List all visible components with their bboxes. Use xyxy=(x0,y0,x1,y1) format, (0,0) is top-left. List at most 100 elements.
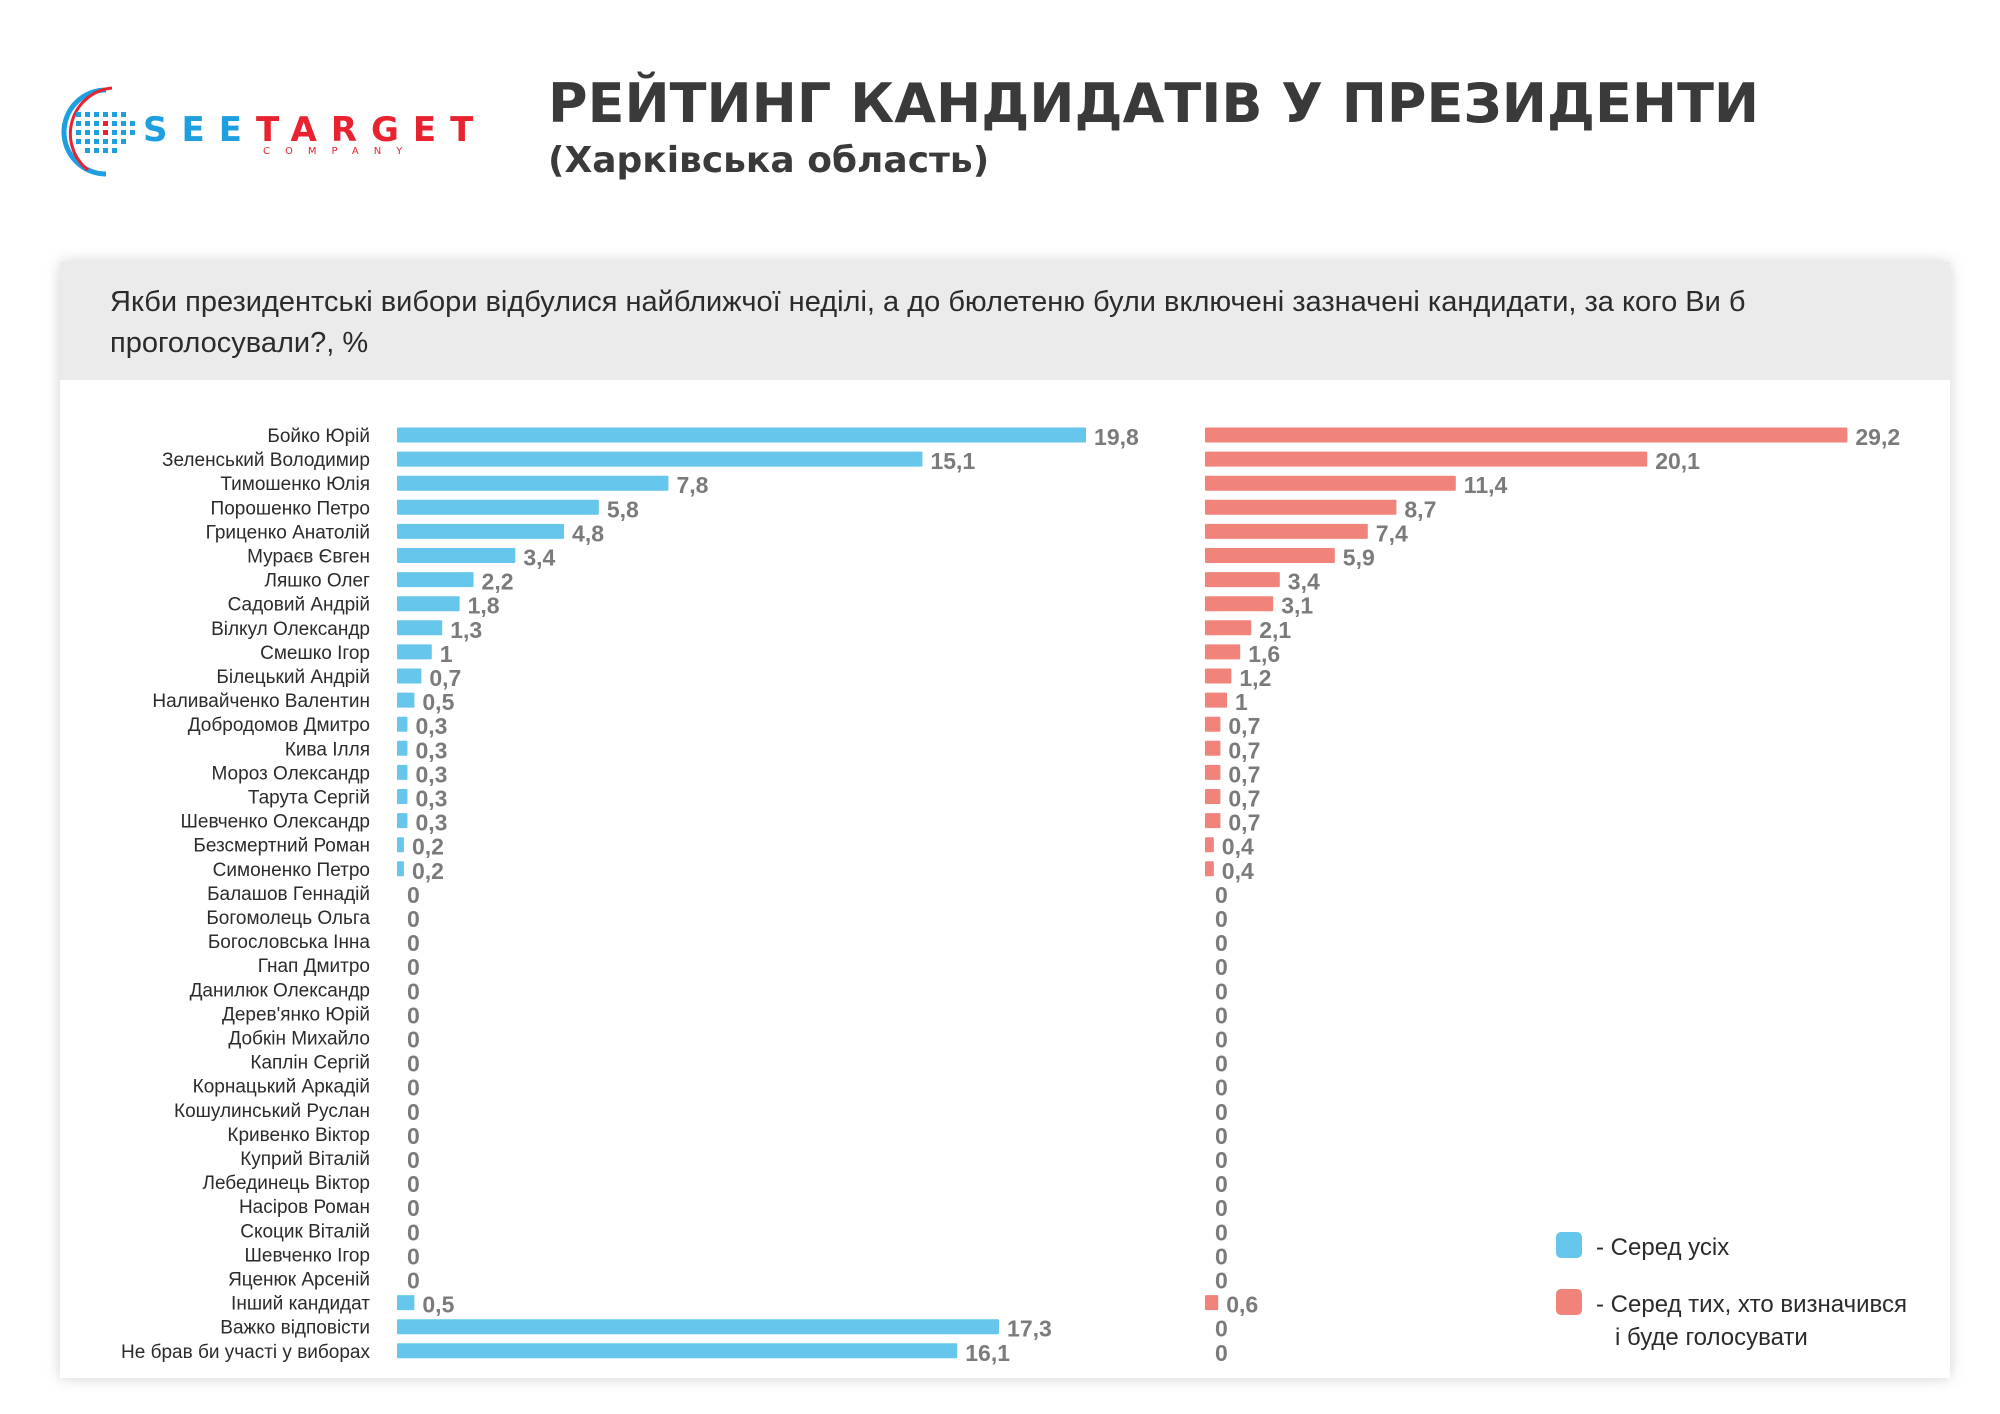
category-label: Кривенко Віктор xyxy=(227,1125,370,1146)
category-label: Ляшко Олег xyxy=(264,571,370,592)
bar-decided xyxy=(1205,596,1274,612)
legend-label-decided-line1: - Серед тих, хто визначився xyxy=(1596,1291,1907,1318)
legend-swatch-all xyxy=(1556,1232,1582,1258)
category-label: Тимошенко Юлія xyxy=(220,474,370,495)
category-label: Добкін Михайло xyxy=(228,1029,370,1050)
category-label: Яценюк Арсеній xyxy=(228,1270,370,1291)
bar-decided xyxy=(1205,668,1232,684)
value-label-all: 17,3 xyxy=(1007,1316,1052,1342)
value-label-all: 0,2 xyxy=(412,834,444,860)
value-label-decided: 0 xyxy=(1215,978,1228,1004)
value-label-all: 0 xyxy=(407,882,420,908)
value-label-decided: 8,7 xyxy=(1404,496,1436,522)
bar-decided xyxy=(1205,620,1252,636)
value-label-decided: 0 xyxy=(1215,1123,1228,1149)
bar-decided xyxy=(1205,716,1221,732)
value-label-decided: 2,1 xyxy=(1259,617,1291,643)
page-subtitle: (Харківська область) xyxy=(548,140,990,181)
bar-all xyxy=(397,692,415,708)
value-label-decided: 0 xyxy=(1215,930,1228,956)
value-label-decided: 0 xyxy=(1215,882,1228,908)
category-label: Кошулинський Руслан xyxy=(174,1101,370,1122)
value-label-decided: 0 xyxy=(1215,1268,1228,1294)
bar-decided xyxy=(1205,692,1227,708)
category-label: Симоненко Петро xyxy=(213,860,370,881)
bar-all xyxy=(397,837,404,853)
value-label-decided: 0,7 xyxy=(1228,713,1260,739)
value-label-all: 0,3 xyxy=(415,713,447,739)
category-label: Кива Ілля xyxy=(285,739,370,760)
value-label-all: 0 xyxy=(407,1075,420,1101)
bar-decided xyxy=(1205,740,1221,756)
bar-all xyxy=(397,789,408,804)
category-label: Шевченко Ігор xyxy=(245,1245,370,1266)
value-label-decided: 0,6 xyxy=(1226,1292,1258,1318)
value-label-decided: 0 xyxy=(1215,1027,1228,1053)
category-label: Зеленський Володимир xyxy=(162,450,370,471)
bar-chart: Бойко Юрій Зеленський Володимир Тимошенко … xyxy=(121,424,1907,1366)
value-label-decided: 0,7 xyxy=(1228,810,1260,836)
value-label-all: 0,5 xyxy=(422,689,454,715)
value-label-decided: 0 xyxy=(1215,1002,1228,1028)
bar-all xyxy=(397,427,1087,443)
value-label-all: 19,8 xyxy=(1094,424,1139,450)
bar-decided xyxy=(1205,764,1221,780)
bar-decided xyxy=(1205,861,1214,877)
bar-all xyxy=(397,596,460,612)
bar-decided xyxy=(1205,499,1397,515)
value-label-all: 0 xyxy=(407,978,420,1004)
value-label-decided: 0 xyxy=(1215,1147,1228,1173)
value-label-decided: 0,4 xyxy=(1222,834,1254,860)
value-label-all: 0,7 xyxy=(429,665,461,691)
logo-subtitle: COMPANY xyxy=(263,146,418,157)
value-label-all: 0 xyxy=(407,1147,420,1173)
category-label: Садовий Андрій xyxy=(228,595,370,616)
bar-all xyxy=(397,861,404,877)
value-label-decided: 0 xyxy=(1215,1099,1228,1125)
value-label-decided: 20,1 xyxy=(1655,448,1700,474)
value-label-decided: 7,4 xyxy=(1376,520,1408,546)
bar-all xyxy=(397,548,516,563)
bar-all xyxy=(397,813,408,829)
bar-all xyxy=(397,1319,1000,1335)
category-label: Богомолець Ольга xyxy=(206,908,370,929)
value-label-all: 0 xyxy=(407,1099,420,1125)
bar-decided xyxy=(1205,548,1335,563)
value-label-all: 0 xyxy=(407,954,420,980)
category-label: Мороз Олександр xyxy=(212,763,370,784)
value-label-all: 2,2 xyxy=(482,569,514,595)
value-label-decided: 1,6 xyxy=(1248,641,1280,667)
bar-all xyxy=(397,620,443,636)
bar-decided xyxy=(1205,789,1221,804)
value-label-all: 0,3 xyxy=(415,786,447,812)
series-all-bars: 19,815,17,85,84,83,42,21,81,310,70,50,30… xyxy=(397,424,1139,1366)
value-label-all: 0,5 xyxy=(422,1292,454,1318)
value-label-all: 0,3 xyxy=(415,810,447,836)
value-label-decided: 29,2 xyxy=(1855,424,1900,450)
value-label-all: 0 xyxy=(407,1002,420,1028)
bar-decided xyxy=(1205,523,1368,539)
logo-brand: SEETARGET xyxy=(143,110,488,150)
bar-all xyxy=(397,1295,415,1311)
value-label-decided: 0 xyxy=(1215,1243,1228,1269)
bar-all xyxy=(397,523,565,539)
value-label-decided: 5,9 xyxy=(1343,545,1375,571)
value-label-all: 5,8 xyxy=(607,496,639,522)
category-label: Скоцик Віталій xyxy=(240,1221,370,1242)
value-label-all: 0 xyxy=(407,1051,420,1077)
bar-all xyxy=(397,644,432,660)
page-title: РЕЙТИНГ КАНДИДАТІВ У ПРЕЗИДЕНТИ xyxy=(548,72,1760,135)
chart-panel: Якби президентські вибори відбулися найб… xyxy=(60,262,1950,1378)
category-label: Шевченко Олександр xyxy=(180,812,370,833)
value-label-all: 0,2 xyxy=(412,858,444,884)
bar-all xyxy=(397,1343,958,1359)
logo-mark-icon xyxy=(61,86,135,177)
category-label: Смешко Ігор xyxy=(260,643,370,664)
value-label-decided: 0 xyxy=(1215,906,1228,932)
bar-all xyxy=(397,668,422,684)
bar-decided xyxy=(1205,644,1241,660)
value-label-decided: 0,7 xyxy=(1228,786,1260,812)
value-label-decided: 3,4 xyxy=(1288,569,1320,595)
category-label: Мураєв Євген xyxy=(247,547,370,568)
category-label: Каплін Сергій xyxy=(250,1053,370,1074)
